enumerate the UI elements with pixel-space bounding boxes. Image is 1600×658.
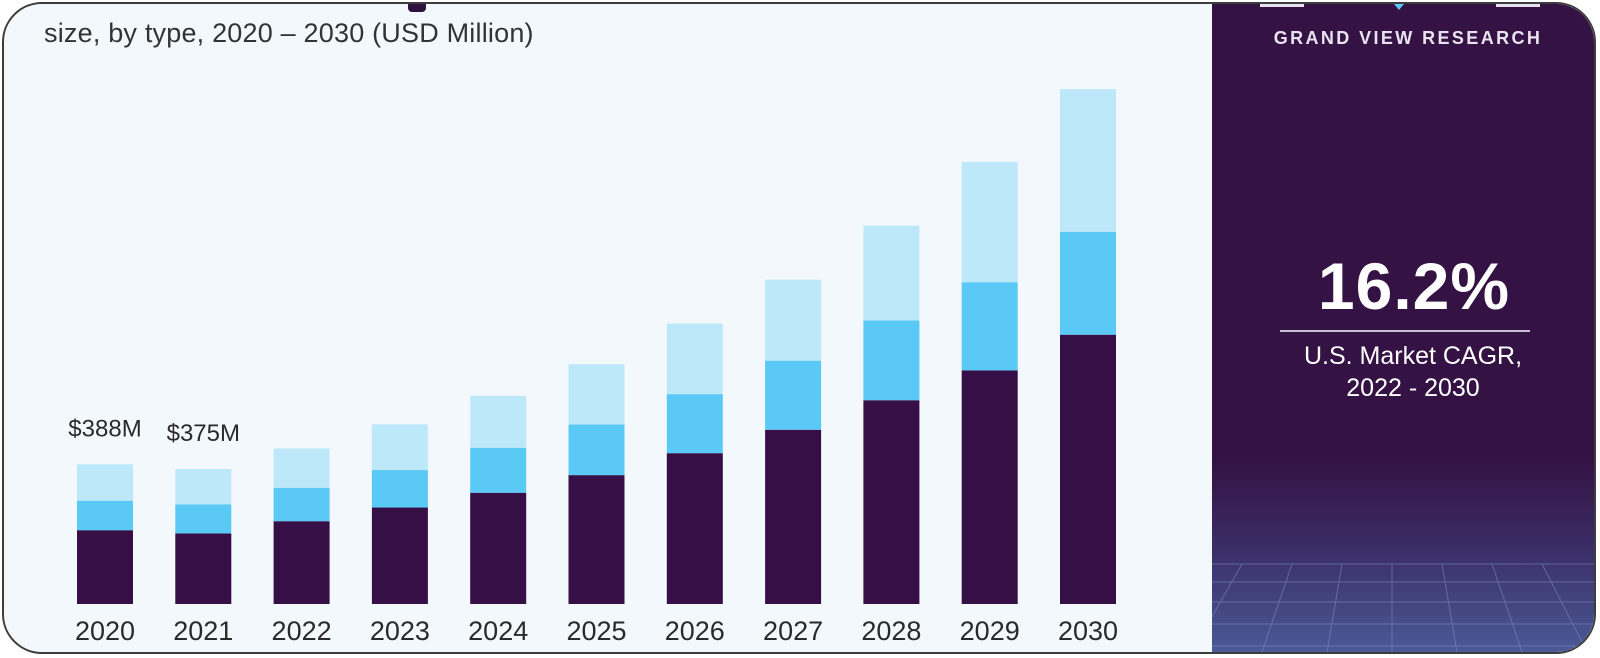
bar-2023-mid xyxy=(371,470,428,508)
x-tick-label-2021: 2021 xyxy=(173,616,233,646)
bar-2029-mid xyxy=(961,282,1018,371)
x-tick-label-2020: 2020 xyxy=(75,616,135,646)
bar-2028-dark xyxy=(863,400,920,604)
bar-2026-dark xyxy=(666,453,723,604)
bar-2030-light xyxy=(1060,89,1116,232)
x-tick-label-2025: 2025 xyxy=(566,616,626,646)
bar-2021-light xyxy=(175,469,232,505)
bar-2025-mid xyxy=(568,424,625,476)
bar-2030-mid xyxy=(1060,231,1116,335)
bar-2020-mid xyxy=(77,500,133,531)
bar-2028-light xyxy=(863,225,920,321)
x-tick-label-2030: 2030 xyxy=(1058,616,1118,646)
cagr-label-line1: U.S. Market CAGR, xyxy=(1303,342,1523,370)
bar-2024-light xyxy=(470,395,527,448)
brand-marks xyxy=(1260,4,1540,10)
x-tick-label-2026: 2026 xyxy=(665,616,725,646)
x-tick-label-2022: 2022 xyxy=(272,616,332,646)
bar-2025-dark xyxy=(568,475,625,604)
bar-2022-mid xyxy=(273,487,330,522)
bar-2027-dark xyxy=(765,429,822,604)
bar-2023-dark xyxy=(371,507,428,604)
bar-2021-mid xyxy=(175,504,232,534)
bar-2030-dark xyxy=(1060,334,1116,604)
bar-2021-dark xyxy=(175,533,232,604)
bar-2022-dark xyxy=(273,521,330,604)
x-tick-label-2028: 2028 xyxy=(861,616,921,646)
data-label-2021: $375M xyxy=(167,420,240,447)
bar-2028-mid xyxy=(863,320,920,401)
cagr-label: U.S. Market CAGR, 2022 - 2030 xyxy=(1212,340,1594,404)
bar-2027-mid xyxy=(765,360,822,430)
data-label-2020: $388M xyxy=(68,415,141,442)
brand-name: GRAND VIEW RESEARCH xyxy=(1273,28,1543,48)
bar-2029-dark xyxy=(961,370,1018,604)
bar-2027-light xyxy=(765,279,822,361)
grid-floor-graphic xyxy=(1212,563,1594,652)
bar-chart: 2020 2021 2022 2023 2024 2025 2026 2027 2028 2029… xyxy=(68,89,1118,646)
bar-2029-light xyxy=(961,161,1018,283)
bar-2024-dark xyxy=(470,492,527,604)
cagr-value: 16.2% xyxy=(1317,249,1511,323)
x-tick-label-2029: 2029 xyxy=(960,616,1020,646)
x-tick-label-2027: 2027 xyxy=(763,616,823,646)
bar-2020-light xyxy=(77,464,133,501)
bar-2024-mid xyxy=(470,447,527,493)
cagr-divider xyxy=(1280,330,1530,332)
chart-area: size, by type, 2020 – 2030 (USD Million)… xyxy=(4,4,1212,652)
x-tick-label-2024: 2024 xyxy=(468,616,528,646)
title-stub xyxy=(408,4,426,12)
bar-2022-light xyxy=(273,448,330,488)
x-tick-label-2023: 2023 xyxy=(370,616,430,646)
cagr-label-line2: 2022 - 2030 xyxy=(1346,374,1480,402)
bar-2020-dark xyxy=(77,530,133,604)
bar-2026-light xyxy=(666,323,723,395)
bar-2026-mid xyxy=(666,394,723,454)
cagr-panel: GRAND VIEW RESEARCH 16.2% U.S. Market CA… xyxy=(1212,4,1594,652)
bar-2023-light xyxy=(371,424,428,471)
chart-subtitle: size, by type, 2020 – 2030 (USD Million) xyxy=(44,18,534,48)
bar-2025-light xyxy=(568,364,625,425)
